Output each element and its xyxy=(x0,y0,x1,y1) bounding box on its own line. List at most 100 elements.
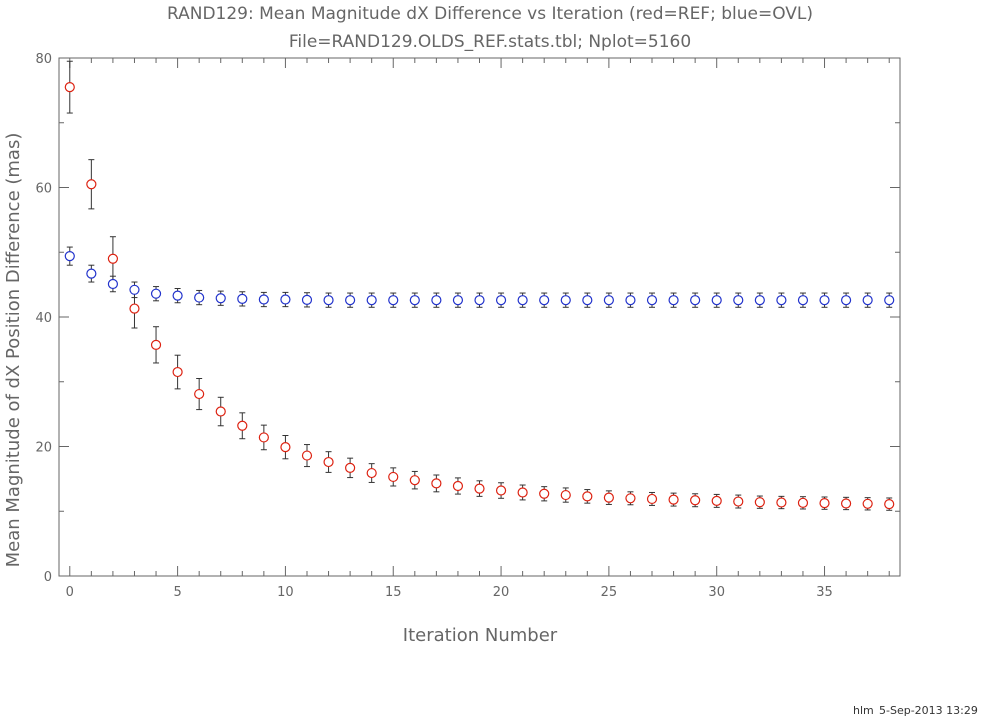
data-point xyxy=(819,295,830,306)
data-point xyxy=(884,295,895,306)
data-point xyxy=(258,432,269,443)
data-point xyxy=(452,480,464,492)
x-tick-label: 15 xyxy=(385,585,402,600)
series-blue xyxy=(64,246,895,308)
data-point xyxy=(560,295,571,306)
data-point xyxy=(797,295,809,306)
data-point xyxy=(517,487,528,498)
x-tick-label: 5 xyxy=(173,585,181,600)
data-point xyxy=(690,495,701,506)
y-axis-label: Mean Magnitude of dX Position Difference… xyxy=(3,133,24,568)
data-point xyxy=(366,295,377,306)
data-point xyxy=(172,290,183,301)
y-axis-ticks: 0 20 40 60 80 xyxy=(35,52,900,585)
y-tick-label: 40 xyxy=(35,311,52,326)
data-point xyxy=(366,467,377,479)
data-point xyxy=(884,499,895,510)
plot-frame xyxy=(58,57,901,577)
data-point xyxy=(776,295,787,306)
data-point xyxy=(150,288,162,299)
x-axis-ticks: 0 5 10 15 20 25 30 35 xyxy=(66,58,890,600)
data-point xyxy=(733,295,744,306)
data-point xyxy=(280,442,291,453)
data-point xyxy=(582,491,593,502)
data-point xyxy=(345,295,356,306)
data-point xyxy=(323,456,334,468)
data-point xyxy=(388,471,399,483)
data-point xyxy=(237,293,248,304)
x-tick-label: 0 xyxy=(66,585,74,600)
data-point xyxy=(495,295,507,306)
y-tick-label: 0 xyxy=(44,570,52,585)
data-point xyxy=(560,489,571,501)
data-point xyxy=(323,295,334,306)
data-point xyxy=(215,406,226,417)
x-tick-label: 20 xyxy=(493,585,510,600)
x-tick-label: 35 xyxy=(816,585,833,600)
data-point xyxy=(194,388,205,400)
data-point xyxy=(388,295,399,306)
data-point xyxy=(840,295,852,306)
data-point xyxy=(237,420,248,431)
y-tick-label: 20 xyxy=(35,441,52,456)
data-point xyxy=(625,493,636,504)
footer-date: 5-Sep-2013 13:29 xyxy=(879,704,978,717)
data-point xyxy=(862,295,873,306)
data-point xyxy=(603,295,614,306)
data-point xyxy=(862,498,873,509)
data-point xyxy=(129,303,140,314)
data-point xyxy=(646,295,658,306)
data-point xyxy=(754,295,765,306)
data-point xyxy=(258,294,269,305)
data-point xyxy=(409,475,420,486)
data-point xyxy=(776,497,787,508)
data-point xyxy=(517,295,528,306)
data-point xyxy=(754,497,765,508)
data-point xyxy=(409,295,420,306)
data-point xyxy=(107,253,119,264)
data-point xyxy=(646,493,658,505)
y-tick-label: 80 xyxy=(35,52,52,67)
x-axis-label: Iteration Number xyxy=(403,625,558,646)
y-tick-label: 60 xyxy=(35,182,52,197)
data-point xyxy=(495,485,507,496)
data-point xyxy=(582,295,593,306)
data-point xyxy=(452,295,464,306)
data-point xyxy=(64,251,75,262)
data-point xyxy=(539,295,550,306)
x-tick-label: 10 xyxy=(277,585,294,600)
data-point xyxy=(474,295,485,306)
data-point xyxy=(301,450,313,461)
data-point xyxy=(733,496,744,507)
footer-user: hlm xyxy=(853,704,874,717)
data-point xyxy=(603,492,614,503)
data-point xyxy=(840,498,852,509)
data-point xyxy=(625,295,636,306)
data-point xyxy=(668,494,679,505)
data-point xyxy=(819,498,830,509)
data-point xyxy=(345,462,356,473)
data-point xyxy=(711,495,722,506)
data-point xyxy=(301,294,313,305)
data-points xyxy=(64,60,895,511)
data-point xyxy=(797,497,809,508)
data-point xyxy=(474,483,485,494)
data-point xyxy=(194,292,205,303)
data-point xyxy=(215,293,226,304)
x-tick-label: 25 xyxy=(601,585,618,600)
data-point xyxy=(711,295,722,306)
data-point xyxy=(86,268,97,279)
x-tick-label: 30 xyxy=(708,585,725,600)
data-point xyxy=(539,488,550,499)
data-point xyxy=(690,295,701,306)
data-point xyxy=(150,339,162,350)
series-red xyxy=(64,60,895,511)
data-point xyxy=(64,82,75,93)
data-point xyxy=(431,295,442,306)
data-point xyxy=(107,278,119,290)
data-point xyxy=(668,295,679,306)
data-point xyxy=(86,179,97,190)
data-point xyxy=(129,284,140,295)
data-point xyxy=(431,478,442,489)
